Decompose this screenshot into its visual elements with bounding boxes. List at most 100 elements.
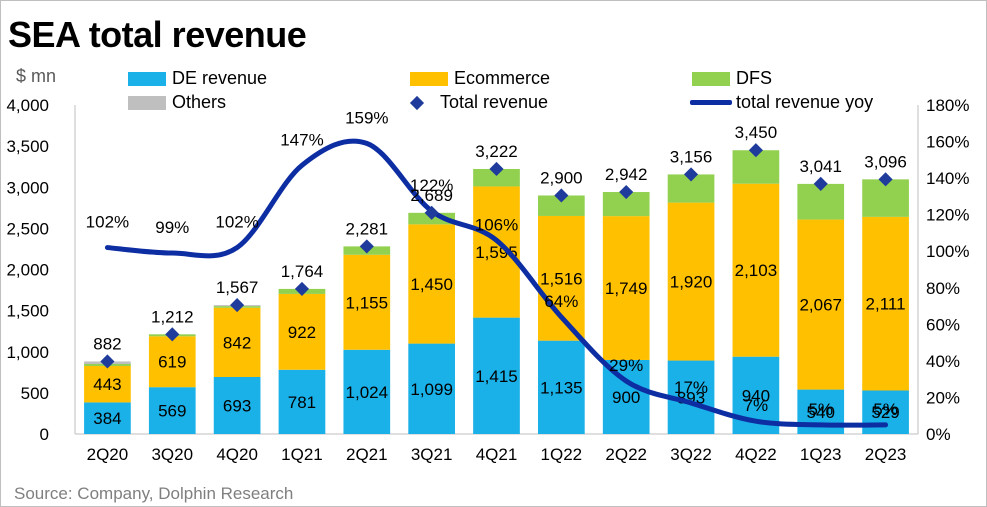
legend-ecom-swatch <box>410 71 448 86</box>
data-label-ecom: 2,111 <box>866 295 906 314</box>
legend-total: Total revenue <box>396 92 548 113</box>
data-label-de: 1,135 <box>540 378 583 397</box>
data-label-de: 940 <box>742 386 770 405</box>
x-axis-tick-label: 2Q23 <box>865 445 907 464</box>
data-label-de: 693 <box>223 397 251 416</box>
legend-dfs: DFS <box>692 68 772 89</box>
bar-ecom <box>84 365 131 403</box>
legend-de: DE revenue <box>128 68 267 89</box>
data-label-ecom: 1,920 <box>670 273 713 292</box>
yoy-label: 5% <box>873 400 898 419</box>
bar-de <box>343 349 391 434</box>
data-label-de: 900 <box>612 388 640 407</box>
legend-others: Others <box>128 92 226 113</box>
bar-de <box>473 317 520 434</box>
total-revenue-label: 2,942 <box>605 165 648 184</box>
yoy-label: 7% <box>744 396 769 415</box>
x-axis-tick-label: 2Q22 <box>605 445 647 464</box>
x-axis-tick-label: 3Q22 <box>670 445 712 464</box>
total-revenue-label: 3,096 <box>864 152 907 171</box>
bar-ecom <box>148 336 196 388</box>
bar-ecom <box>602 216 650 360</box>
left-axis-tick-label: 1,000 <box>6 343 49 362</box>
bar-ecom <box>278 293 326 370</box>
yoy-label: 102% <box>86 213 129 232</box>
total-revenue-marker <box>489 161 504 177</box>
right-axis-tick-label: 80% <box>926 279 960 298</box>
yoy-label: 99% <box>155 218 189 237</box>
x-axis-tick-label: 4Q21 <box>476 445 518 464</box>
legend-ecom: Ecommerce <box>410 68 550 89</box>
chart-title: SEA total revenue <box>8 14 307 55</box>
total-revenue-marker <box>878 172 893 187</box>
data-label-ecom: 1,155 <box>346 293 389 312</box>
right-axis-tick-label: 180% <box>926 96 969 115</box>
data-label-de: 384 <box>93 409 121 428</box>
total-revenue-marker <box>683 167 699 182</box>
legend-total-label: Total revenue <box>440 92 549 112</box>
bar-de <box>538 340 585 434</box>
data-label-de: 1,415 <box>475 367 518 386</box>
legend-yoy-line <box>690 100 732 105</box>
total-revenue-marker <box>294 281 310 296</box>
total-revenue-marker <box>813 176 828 191</box>
total-revenue-marker <box>619 184 634 200</box>
yoy-label: 159% <box>345 108 388 127</box>
yoy-label: 147% <box>280 130 323 149</box>
yoy-label: 17% <box>674 378 708 397</box>
data-label-ecom: 1,450 <box>410 275 453 294</box>
total-revenue-marker <box>165 327 180 342</box>
right-axis-tick-label: 20% <box>926 388 960 407</box>
total-revenue-label: 2,900 <box>540 168 583 187</box>
yoy-label: 106% <box>475 215 518 234</box>
legend-others-label: Others <box>172 92 227 112</box>
data-label-ecom: 2,103 <box>735 261 778 280</box>
left-axis-tick-label: 1,500 <box>6 302 49 321</box>
bar-dfs <box>473 168 520 187</box>
legend-de-swatch <box>128 71 166 86</box>
total-revenue-label: 1,567 <box>216 278 259 297</box>
bar-de <box>84 402 131 434</box>
x-axis-tick-label: 3Q21 <box>411 445 453 464</box>
legend-others-swatch <box>128 95 166 110</box>
total-revenue-label: 3,041 <box>799 157 842 176</box>
legend-ecom-label: Ecommerce <box>454 68 551 88</box>
right-axis-tick-label: 160% <box>926 133 969 152</box>
total-revenue-label: 3,450 <box>735 123 778 142</box>
legend-dfs-swatch <box>692 71 730 86</box>
yoy-label: 102% <box>215 213 258 232</box>
total-revenue-marker <box>554 188 569 203</box>
total-revenue-marker <box>359 239 374 254</box>
data-label-de: 1,024 <box>346 383 389 402</box>
x-axis-tick-label: 2Q20 <box>87 445 129 464</box>
x-axis-tick-label: 1Q23 <box>800 445 842 464</box>
total-revenue-marker <box>424 205 439 220</box>
total-revenue-label: 2,281 <box>346 219 389 238</box>
bar-de <box>213 377 261 434</box>
total-revenue-label: 1,212 <box>151 307 194 326</box>
total-revenue-marker <box>100 354 115 369</box>
legend-yoy-label: total revenue yoy <box>736 92 874 112</box>
total-revenue-label: 1,764 <box>281 262 324 281</box>
left-axis-tick-label: 500 <box>21 384 49 403</box>
x-axis-tick-label: 3Q20 <box>151 445 193 464</box>
bar-de <box>278 369 326 434</box>
total-revenue-label: 3,222 <box>475 142 518 161</box>
left-axis-tick-label: 2,500 <box>6 219 49 238</box>
right-axis-tick-label: 40% <box>926 352 960 371</box>
x-axis-tick-label: 2Q21 <box>346 445 388 464</box>
data-label-de: 529 <box>871 403 899 422</box>
data-label-ecom: 1,516 <box>540 269 583 288</box>
total-revenue-marker <box>748 143 763 158</box>
right-axis-tick-label: 0% <box>926 425 951 444</box>
data-label-ecom: 443 <box>93 375 121 394</box>
bar-dfs <box>538 195 585 216</box>
right-axis-tick-label: 60% <box>926 315 960 334</box>
data-label-de: 569 <box>158 402 186 421</box>
bar-ecom <box>408 224 455 344</box>
yoy-label: 5% <box>808 400 833 419</box>
source-note: Source: Company, Dolphin Research <box>14 484 294 503</box>
bar-ecom <box>213 307 261 378</box>
bar-ecom <box>343 254 391 350</box>
